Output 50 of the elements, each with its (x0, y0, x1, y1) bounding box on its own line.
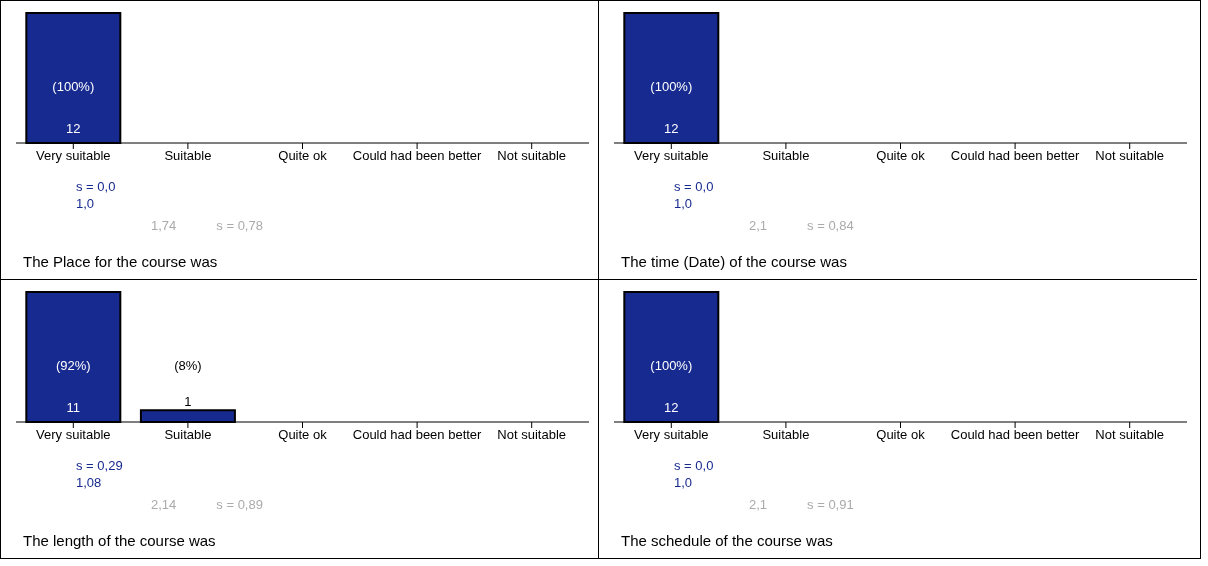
x-tick-label: Suitable (164, 148, 212, 164)
x-tick-label: Quite ok (876, 427, 926, 443)
annotation: (100%) (650, 79, 693, 94)
x-tick-label: Quite ok (278, 148, 328, 164)
x-tick-label: Very suitable (634, 427, 709, 443)
text: The Place for the course was (23, 253, 218, 270)
text: 2,1 (749, 497, 768, 512)
text: 1,0 (674, 195, 694, 212)
x-tick-label: Quite ok (876, 148, 926, 164)
x-tick-label: Not suitable (1095, 427, 1165, 443)
text: s = 0,78 (216, 218, 263, 233)
text: s = 0,91 (807, 497, 854, 512)
text: s = 0,0 (76, 178, 116, 195)
text: The length of the course was (23, 532, 216, 549)
annotation: (8%) (174, 358, 202, 373)
x-tick-label: Very suitable (36, 148, 111, 164)
x-tick-label: Could had been better (950, 427, 1081, 443)
text: 1,0 (674, 474, 694, 491)
text: s = 0,0 (674, 457, 714, 474)
x-tick-label: Very suitable (634, 148, 709, 164)
data-label: 12 (66, 121, 81, 136)
x-tick-label: Quite ok (278, 427, 328, 443)
text: 1,74 (151, 218, 177, 233)
text: 2,14 (151, 497, 177, 512)
text: s = 0,0 (674, 178, 714, 195)
x-tick-label: Not suitable (497, 148, 567, 164)
annotation: (100%) (650, 358, 693, 373)
text: 1,0 (76, 195, 96, 212)
x-tick-label: Very suitable (36, 427, 111, 443)
x-tick-label: Could had been better (352, 427, 483, 443)
text: s = 0,89 (216, 497, 263, 512)
x-tick-label: Suitable (762, 427, 810, 443)
x-tick-label: Could had been better (352, 148, 483, 164)
text: s = 0,29 (76, 457, 123, 474)
data-label: 1 (184, 394, 192, 410)
x-tick-label: Suitable (164, 427, 212, 443)
x-tick-label: Suitable (762, 148, 810, 164)
x-tick-label: Not suitable (1095, 148, 1165, 164)
annotation: (100%) (52, 79, 95, 94)
text: 1,08 (76, 474, 103, 491)
x-tick-label: Could had been better (950, 148, 1081, 164)
x-tick-label: Not suitable (497, 427, 567, 443)
data-label: 12 (664, 121, 679, 136)
text: The schedule of the course was (621, 532, 833, 549)
text: 2,1 (749, 218, 768, 233)
data-label: 12 (664, 400, 679, 415)
text: s = 0,84 (807, 218, 854, 233)
data-label: 11 (66, 400, 81, 415)
text: The time (Date) of the course was (621, 253, 847, 270)
annotation: (92%) (55, 358, 91, 373)
